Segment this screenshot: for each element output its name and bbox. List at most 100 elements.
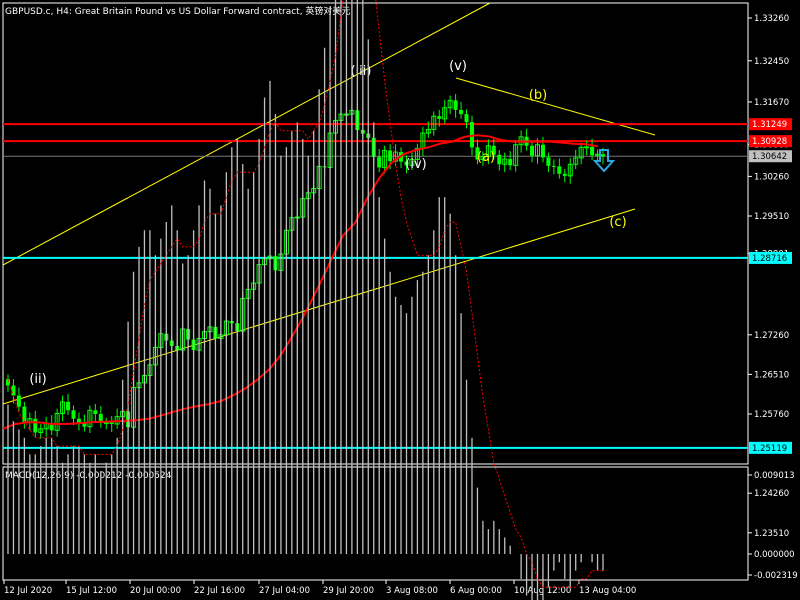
candle-body-down bbox=[453, 100, 458, 110]
candle-body-down bbox=[562, 173, 567, 176]
candle-body-up bbox=[382, 150, 388, 168]
candle-body-up bbox=[442, 107, 448, 120]
candle-body-up bbox=[431, 115, 437, 130]
x-tick-label: 27 Jul 04:00 bbox=[259, 586, 310, 596]
candle-body-up bbox=[425, 128, 431, 134]
price-tags: 1.31249 1.30928 1.30642 1.28716 1.25119 bbox=[749, 118, 792, 454]
candle-body-up bbox=[485, 145, 491, 157]
upper-channel-line[interactable] bbox=[2, 2, 491, 266]
candle-body-up bbox=[513, 144, 519, 166]
x-tick-label: 12 Jul 2020 bbox=[4, 586, 52, 596]
wave-label: (iii) bbox=[351, 64, 372, 79]
y-tick-label: 1.27260 bbox=[754, 331, 789, 341]
price-tag-label: 1.30642 bbox=[752, 152, 787, 162]
channel-lines[interactable] bbox=[2, 2, 656, 405]
candle-body-down bbox=[82, 422, 87, 427]
moving-average-line bbox=[2, 134, 599, 430]
candle-body-down bbox=[11, 385, 16, 396]
candle-body-up bbox=[534, 144, 540, 157]
candle-body-down bbox=[557, 166, 562, 174]
candle-body-down bbox=[508, 158, 513, 166]
candle-body-down bbox=[76, 418, 81, 423]
macd-pane-frame bbox=[2, 466, 749, 581]
wave-trendline[interactable] bbox=[455, 77, 656, 136]
candle-body-down bbox=[16, 395, 21, 407]
macd-title: MACD(12,26,9) -0.000212 -0.000524 bbox=[5, 471, 172, 481]
candle-body-up bbox=[60, 401, 66, 414]
x-tick-label: 15 Jul 12:00 bbox=[66, 586, 117, 596]
x-tick-label: 29 Jul 20:00 bbox=[323, 586, 374, 596]
price-tag-box bbox=[749, 251, 792, 264]
wave-label: (a) bbox=[477, 150, 495, 165]
candle-body-up bbox=[584, 146, 590, 149]
candle-body-down bbox=[459, 109, 464, 115]
horizontal-levels[interactable] bbox=[3, 123, 748, 449]
candle-body-down bbox=[491, 145, 496, 155]
price-tag-box bbox=[749, 118, 792, 131]
candle-body-down bbox=[590, 146, 595, 156]
candle-body-down bbox=[464, 114, 469, 123]
y-tick-label: 1.25760 bbox=[754, 410, 789, 420]
y-tick-label: 1.29510 bbox=[754, 212, 789, 222]
price-tag-label: 1.31249 bbox=[752, 120, 787, 130]
x-tick-label: 3 Aug 08:00 bbox=[386, 586, 438, 596]
candle-body-up bbox=[87, 409, 93, 428]
main-pane-frame bbox=[2, 2, 749, 465]
candle-body-down bbox=[98, 414, 103, 423]
wave-labels: (ii) (iii) (iv) (v) (a) (b) (c) bbox=[29, 59, 626, 387]
candle-body-up bbox=[414, 147, 420, 161]
candle-body-up bbox=[54, 412, 60, 431]
price-tag-label: 1.28716 bbox=[752, 254, 787, 264]
candle-body-down bbox=[6, 379, 10, 386]
wave-label: (b) bbox=[529, 88, 547, 103]
y-tick-label: 1.24260 bbox=[754, 489, 789, 499]
price-tag-box bbox=[749, 135, 792, 148]
candle-body-down bbox=[93, 410, 98, 414]
candle-body-down bbox=[540, 144, 545, 158]
candle-body-down bbox=[601, 154, 605, 157]
candle-body-down bbox=[546, 157, 551, 166]
price-tag-label: 1.25119 bbox=[752, 444, 787, 454]
candle-body-up bbox=[480, 155, 486, 161]
down-arrow-icon bbox=[592, 149, 616, 173]
candle-body-down bbox=[22, 406, 27, 423]
macd-signal-line bbox=[7, 0, 603, 588]
macd-axis: 0.009013 0.000000 -0.002319 bbox=[748, 471, 798, 581]
wave-label: (c) bbox=[609, 215, 626, 230]
macd-histogram bbox=[7, 0, 604, 600]
y-tick-label: 1.32450 bbox=[754, 57, 789, 67]
chart-title: GBPUSD.c, H4: Great Britain Pound vs US … bbox=[5, 7, 351, 17]
candle-body-up bbox=[502, 158, 508, 165]
price-tag-label: 1.30928 bbox=[752, 137, 787, 147]
x-tick-label: 6 Aug 00:00 bbox=[450, 586, 502, 596]
price-tag-box bbox=[749, 150, 792, 163]
candle-body-down bbox=[530, 145, 535, 156]
wave-label: (iv) bbox=[405, 157, 426, 172]
candle-body-down bbox=[33, 418, 38, 433]
y-tick-label: 1.26510 bbox=[754, 370, 789, 380]
candle-body-up bbox=[567, 163, 573, 177]
candle-body-down bbox=[437, 116, 442, 119]
candle-body-down bbox=[388, 150, 393, 162]
candle-body-down bbox=[497, 154, 502, 165]
y-tick-label: 1.31670 bbox=[754, 98, 789, 108]
candle-body-up bbox=[573, 157, 579, 165]
candle-body-down bbox=[109, 422, 114, 425]
wave-label: (ii) bbox=[29, 372, 46, 387]
candle-body-down bbox=[71, 410, 76, 419]
candle-body-down bbox=[49, 422, 54, 431]
candle-body-down bbox=[475, 147, 480, 160]
candles bbox=[6, 94, 605, 439]
candle-body-up bbox=[38, 428, 44, 433]
candle-body-down bbox=[469, 122, 474, 148]
macd-tick-label: -0.002319 bbox=[754, 571, 798, 581]
x-tick-label: 13 Aug 04:00 bbox=[579, 586, 636, 596]
macd-tick-label: 0.009013 bbox=[754, 471, 795, 481]
price-tag-box bbox=[749, 441, 792, 454]
candle-body-down bbox=[404, 161, 409, 166]
y-tick-label: 1.33260 bbox=[754, 14, 789, 24]
candle-body-up bbox=[447, 99, 453, 109]
x-tick-label: 20 Jul 00:00 bbox=[130, 586, 181, 596]
macd-tick-label: 0.000000 bbox=[754, 550, 795, 560]
